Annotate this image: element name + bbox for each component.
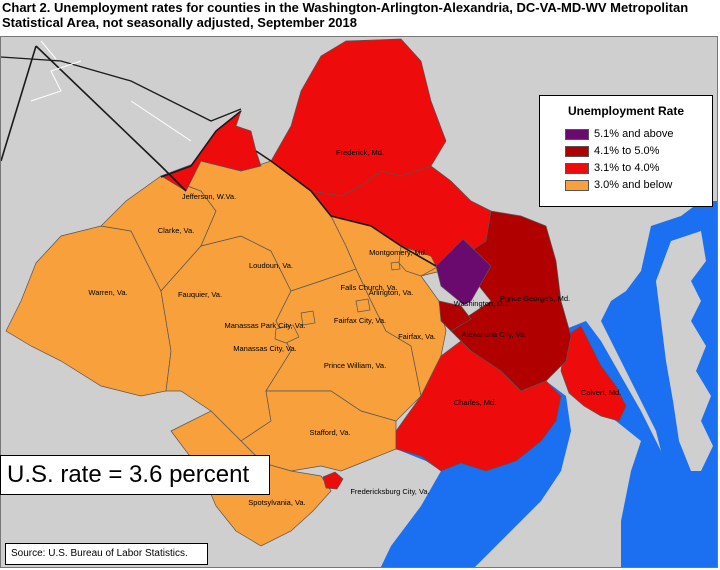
legend-item: 3.0% and below — [565, 179, 672, 191]
county-label: Calvert, Md. — [581, 388, 621, 397]
county-label: Fairfax, Va. — [398, 332, 436, 341]
us-rate-box: U.S. rate = 3.6 percent — [0, 455, 270, 495]
legend-swatch — [565, 179, 589, 191]
source-note: Source: U.S. Bureau of Labor Statistics. — [5, 543, 208, 565]
legend-swatch — [565, 145, 589, 157]
state-border-line-2 — [1, 56, 242, 122]
county-fredericksburg-city — [322, 471, 344, 490]
county-label: Jefferson, W.Va. — [182, 192, 236, 201]
county-label: Charles, Md. — [454, 398, 497, 407]
county-label: Clarke, Va. — [158, 226, 195, 235]
county-manassas-city — [274, 324, 300, 344]
county-fairfax-city — [355, 298, 371, 313]
county-label: Manassas City, Va. — [233, 344, 297, 353]
county-washington-dc — [435, 238, 492, 306]
county-label: Fauquier, Va. — [178, 290, 222, 299]
county-label: Prince William, Va. — [324, 361, 386, 370]
county-label: Arlington, Va. — [369, 288, 413, 297]
chart-title: Chart 2. Unemployment rates for counties… — [2, 0, 689, 30]
county-labels: Frederick, Md. Jefferson, W.Va. Montgomery… — [88, 148, 621, 507]
county-charles — [395, 340, 562, 472]
county-manassas-park-city — [300, 310, 316, 326]
county-label: Alexandria City, Va. — [462, 330, 527, 339]
county-label: Frederick, Md. — [336, 148, 384, 157]
legend: Unemployment Rate 5.1% and above 4.1% to… — [539, 95, 713, 207]
legend-swatch — [565, 128, 589, 140]
county-label: Warren, Va. — [88, 288, 127, 297]
legend-label: 5.1% and above — [594, 128, 674, 140]
eastern-shore — [656, 231, 713, 471]
legend-item: 4.1% to 5.0% — [565, 145, 659, 157]
county-label: Washington, D.C. — [454, 299, 513, 308]
county-label: Fairfax City, Va. — [334, 316, 386, 325]
county-falls-church — [390, 261, 401, 271]
legend-title: Unemployment Rate — [567, 104, 685, 118]
county-label: Manassas Park City, Va. — [225, 321, 306, 330]
legend-label: 3.0% and below — [594, 179, 673, 191]
county-label: Spotsylvania, Va. — [248, 498, 305, 507]
legend-swatch — [565, 162, 589, 174]
county-label: Fredericksburg City, Va. — [350, 487, 429, 496]
county-calvert — [560, 325, 627, 422]
county-label: Stafford, Va. — [310, 428, 351, 437]
legend-item: 5.1% and above — [565, 128, 674, 140]
county-label: Loudoun, Va. — [249, 261, 293, 270]
county-label: Prince George's, Md. — [500, 294, 570, 303]
legend-item: 3.1% to 4.0% — [565, 162, 659, 174]
county-label: Falls Church, Va. — [341, 283, 398, 292]
county-label: Montgomery, Md. — [369, 248, 427, 257]
state-border-line — [1, 45, 437, 267]
county-alexandria-city — [438, 300, 472, 332]
legend-label: 4.1% to 5.0% — [594, 145, 660, 157]
nw-boundary-lines — [30, 40, 192, 142]
legend-label: 3.1% to 4.0% — [594, 162, 660, 174]
